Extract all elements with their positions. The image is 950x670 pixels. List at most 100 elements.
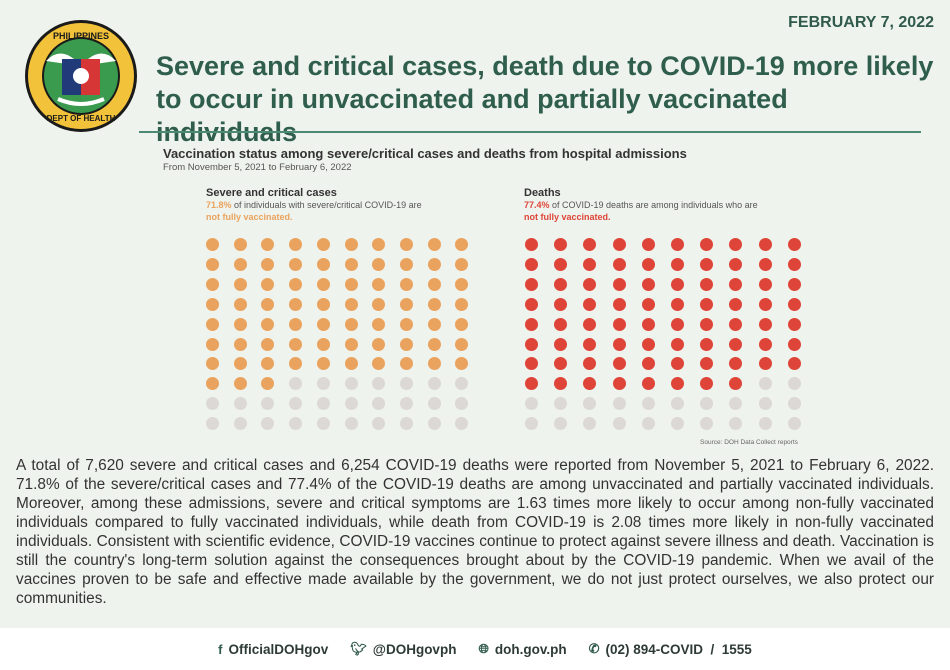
filled-dot [729, 317, 743, 331]
filled-dot [233, 357, 247, 371]
facebook-link[interactable]: f OfficialDOHgov [218, 642, 328, 657]
empty-dot [758, 397, 772, 411]
twitter-link[interactable]: 🐦︎ @DOHgovph [350, 641, 456, 657]
empty-dot [427, 377, 441, 391]
empty-dot [641, 417, 655, 431]
filled-dot [671, 317, 684, 331]
filled-dot [641, 297, 655, 311]
filled-dot [455, 337, 469, 351]
severe-percent: 71.8% [206, 200, 232, 210]
severe-panel-header: Severe and critical cases 71.8% of indiv… [206, 187, 496, 223]
severe-emphasis: not fully vaccinated. [206, 212, 293, 222]
filled-dot [261, 297, 275, 311]
empty-dot [372, 397, 386, 411]
filled-dot [344, 337, 358, 351]
filled-dot [641, 257, 655, 271]
empty-dot [399, 397, 413, 411]
severe-description: 71.8% of individuals with severe/critica… [206, 199, 496, 223]
filled-dot [554, 337, 568, 351]
filled-dot [206, 297, 219, 311]
chart-date-range: From November 5, 2021 to February 6, 202… [163, 162, 352, 173]
filled-dot [289, 257, 303, 271]
filled-dot [316, 238, 330, 251]
severe-desc-text: of individuals with severe/critical COVI… [231, 200, 422, 210]
website-link[interactable]: 🌐︎ doh.gov.ph [478, 641, 566, 657]
filled-dot [289, 277, 303, 291]
phone-number: (02) 894-COVID / 1555 [605, 641, 752, 657]
divider [139, 131, 921, 133]
filled-dot [261, 257, 275, 271]
filled-dot [261, 238, 275, 251]
empty-dot [206, 397, 219, 411]
phone-link[interactable]: ✆ (02) 894-COVID / 1555 [589, 641, 752, 657]
empty-dot [554, 417, 568, 431]
footer: f OfficialDOHgov 🐦︎ @DOHgovph 🌐︎ doh.gov.ph… [0, 628, 950, 670]
filled-dot [641, 277, 655, 291]
facebook-icon: f [218, 641, 223, 657]
filled-dot [700, 238, 714, 251]
filled-dot [261, 357, 275, 371]
filled-dot [233, 377, 247, 391]
filled-dot [583, 257, 597, 271]
empty-dot [399, 417, 413, 431]
filled-dot [671, 257, 684, 271]
filled-dot [641, 337, 655, 351]
empty-dot [700, 417, 714, 431]
empty-dot [233, 417, 247, 431]
filled-dot [525, 337, 538, 351]
filled-dot [455, 257, 469, 271]
deaths-percent: 77.4% [524, 200, 550, 210]
filled-dot [641, 357, 655, 371]
filled-dot [758, 238, 772, 251]
phone-icon: ✆ [588, 641, 600, 656]
empty-dot [455, 377, 469, 391]
filled-dot [612, 377, 626, 391]
filled-dot [233, 238, 247, 251]
filled-dot [700, 337, 714, 351]
filled-dot [399, 357, 413, 371]
filled-dot [583, 238, 597, 251]
empty-dot [344, 377, 358, 391]
filled-dot [641, 317, 655, 331]
filled-dot [525, 357, 538, 371]
filled-dot [758, 357, 772, 371]
filled-dot [316, 357, 330, 371]
deaths-description: 77.4% of COVID-19 deaths are among indiv… [524, 199, 814, 223]
empty-dot [427, 397, 441, 411]
empty-dot [344, 417, 358, 431]
filled-dot [787, 277, 801, 291]
filled-dot [289, 238, 303, 251]
filled-dot [233, 257, 247, 271]
filled-dot [427, 357, 441, 371]
empty-dot [372, 377, 386, 391]
empty-dot [316, 417, 330, 431]
filled-dot [427, 337, 441, 351]
empty-dot [671, 417, 684, 431]
filled-dot [206, 277, 219, 291]
empty-dot [289, 417, 303, 431]
filled-dot [758, 297, 772, 311]
filled-dot [554, 297, 568, 311]
empty-dot [233, 397, 247, 411]
filled-dot [583, 277, 597, 291]
filled-dot [455, 357, 469, 371]
deaths-heading: Deaths [524, 187, 561, 199]
filled-dot [372, 238, 386, 251]
filled-dot [344, 297, 358, 311]
filled-dot [525, 238, 538, 251]
empty-dot [583, 417, 597, 431]
filled-dot [399, 297, 413, 311]
filled-dot [554, 277, 568, 291]
filled-dot [261, 317, 275, 331]
empty-dot [758, 417, 772, 431]
filled-dot [233, 277, 247, 291]
svg-text:DEPT OF HEALTH: DEPT OF HEALTH [47, 114, 116, 123]
empty-dot [729, 417, 743, 431]
filled-dot [729, 357, 743, 371]
filled-dot [344, 257, 358, 271]
filled-dot [729, 257, 743, 271]
filled-dot [700, 257, 714, 271]
filled-dot [787, 317, 801, 331]
twitter-handle: @DOHgovph [372, 641, 457, 657]
empty-dot [316, 397, 330, 411]
